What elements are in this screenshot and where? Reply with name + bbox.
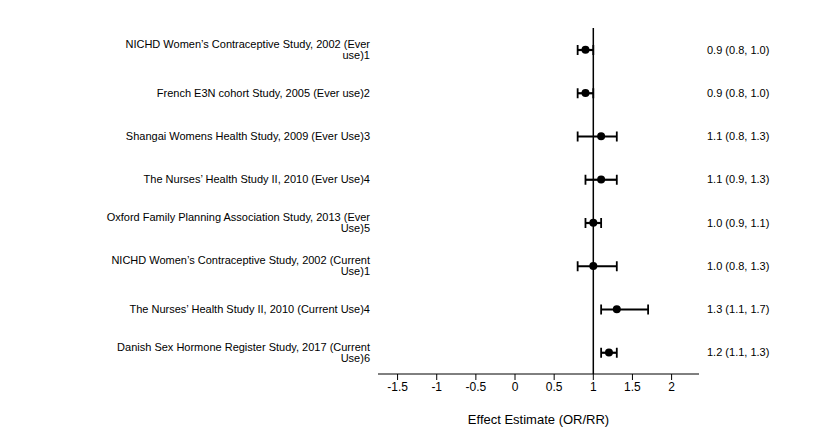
- svg-text:1.2 (1.1, 1.3): 1.2 (1.1, 1.3): [707, 346, 769, 358]
- svg-text:2: 2: [668, 380, 675, 394]
- svg-text:Danish Sex Hormone Register St: Danish Sex Hormone Register Study, 2017 …: [117, 341, 370, 364]
- svg-text:Shangai Womens Health Study, 2: Shangai Womens Health Study, 2009 (Ever …: [126, 130, 370, 142]
- svg-text:0.5: 0.5: [546, 380, 563, 394]
- svg-text:1.0 (0.9, 1.1): 1.0 (0.9, 1.1): [707, 217, 769, 229]
- svg-text:1.3 (1.1, 1.7): 1.3 (1.1, 1.7): [707, 303, 769, 315]
- svg-text:The Nurses’ Health Study II, 2: The Nurses’ Health Study II, 2010 (Ever …: [144, 173, 370, 185]
- svg-text:NICHD Women’s Contraceptive St: NICHD Women’s Contraceptive Study, 2002 …: [111, 254, 370, 277]
- svg-text:1.0 (0.8, 1.3): 1.0 (0.8, 1.3): [707, 260, 769, 272]
- svg-text:0: 0: [512, 380, 519, 394]
- svg-text:-0.5: -0.5: [466, 380, 487, 394]
- svg-text:1: 1: [590, 380, 597, 394]
- svg-text:0.9 (0.8, 1.0): 0.9 (0.8, 1.0): [707, 44, 769, 56]
- svg-text:French E3N cohort Study, 2005: French E3N cohort Study, 2005 (Ever use)…: [157, 87, 370, 99]
- svg-text:NICHD Women’s Contraceptive St: NICHD Women’s Contraceptive Study, 2002 …: [125, 38, 370, 61]
- svg-text:Oxford Family Planning Associa: Oxford Family Planning Association Study…: [107, 211, 371, 234]
- svg-text:1.1 (0.8, 1.3): 1.1 (0.8, 1.3): [707, 130, 769, 142]
- svg-text:-1.5: -1.5: [387, 380, 408, 394]
- svg-text:The Nurses’ Health Study II, 2: The Nurses’ Health Study II, 2010 (Curre…: [130, 303, 370, 315]
- svg-text:-1: -1: [431, 380, 442, 394]
- svg-text:Effect Estimate (OR/RR): Effect Estimate (OR/RR): [468, 412, 609, 427]
- svg-text:1.5: 1.5: [624, 380, 641, 394]
- svg-text:0.9 (0.8, 1.0): 0.9 (0.8, 1.0): [707, 87, 769, 99]
- svg-text:1.1 (0.9, 1.3): 1.1 (0.9, 1.3): [707, 173, 769, 185]
